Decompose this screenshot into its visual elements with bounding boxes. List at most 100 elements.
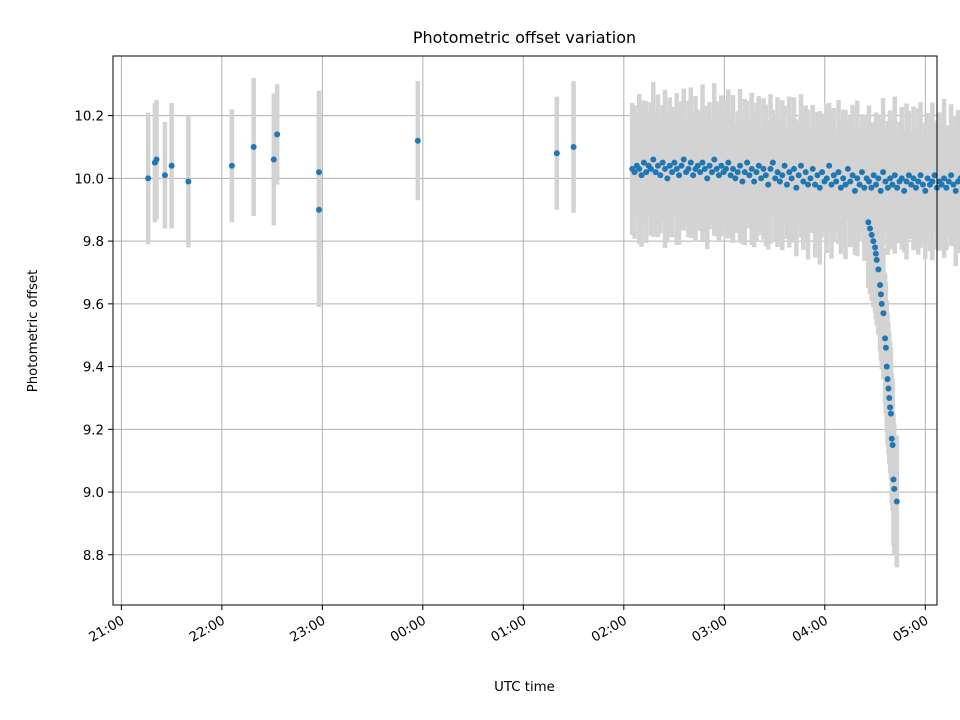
data-point: [781, 162, 788, 169]
data-point: [888, 435, 895, 442]
data-point: [755, 162, 762, 169]
data-point: [893, 498, 900, 505]
data-point: [739, 178, 746, 185]
data-point: [741, 169, 748, 176]
data-point: [887, 410, 894, 417]
data-point: [858, 169, 865, 176]
data-point: [704, 175, 711, 182]
data-point: [746, 172, 753, 179]
plot-area-frame: [112, 55, 938, 606]
data-point: [875, 266, 882, 273]
data-point: [880, 310, 887, 317]
data-point: [744, 159, 751, 166]
data-point: [760, 165, 767, 172]
data-point: [734, 169, 741, 176]
y-tick-label: 9.0: [83, 486, 104, 501]
data-point: [316, 169, 322, 176]
data-point: [889, 442, 896, 449]
data-point: [662, 165, 669, 172]
data-point: [809, 165, 816, 172]
data-point: [856, 181, 863, 188]
data-point: [711, 156, 718, 163]
data-point: [842, 181, 849, 188]
data-point: [870, 238, 877, 245]
data-point: [872, 244, 879, 251]
data-point: [631, 169, 638, 176]
data-point: [952, 187, 959, 194]
grid: [113, 56, 937, 605]
data-point: [837, 184, 844, 191]
data-point: [786, 169, 793, 176]
data-point: [673, 165, 680, 172]
data-point: [669, 169, 676, 176]
data-point: [753, 169, 760, 176]
data-point: [823, 175, 830, 182]
data-point: [664, 175, 671, 182]
data-point: [816, 184, 823, 191]
data-point: [643, 169, 650, 176]
data-point: [553, 150, 560, 157]
data-point: [722, 165, 729, 172]
data-point: [943, 184, 950, 191]
data-point: [883, 363, 890, 370]
data-point: [779, 172, 786, 179]
data-point: [228, 162, 235, 169]
data-point: [161, 172, 168, 179]
data-point: [732, 175, 739, 182]
data-point: [699, 159, 706, 166]
y-tick-label: 9.8: [83, 235, 104, 250]
data-point: [725, 159, 732, 166]
x-axis-title: UTC time: [494, 680, 555, 695]
data-point: [948, 172, 955, 179]
data-point: [185, 178, 192, 185]
data-point: [880, 169, 887, 176]
data-point: [680, 156, 687, 163]
data-point: [636, 165, 643, 172]
data-point: [870, 172, 877, 179]
y-tick-label: 10.0: [74, 172, 104, 187]
data-point: [676, 172, 683, 179]
data-point: [889, 181, 896, 188]
data-point: [866, 178, 873, 185]
data-point: [849, 172, 856, 179]
data-point: [145, 175, 152, 182]
data-point: [772, 175, 779, 182]
y-tick-label: 9.6: [83, 298, 104, 313]
data-point: [715, 172, 722, 179]
y-tick-label: 9.4: [83, 361, 104, 376]
data-point: [854, 175, 861, 182]
data-point: [882, 344, 889, 351]
data-point: [687, 159, 694, 166]
data-point: [657, 172, 664, 179]
data-point: [847, 178, 854, 185]
data-point: [783, 181, 790, 188]
data-point: [708, 169, 715, 176]
data-point: [826, 162, 833, 169]
data-point: [873, 256, 880, 263]
data-point: [748, 165, 755, 172]
data-point: [654, 162, 661, 169]
data-point: [924, 175, 931, 182]
data-point: [872, 250, 879, 257]
data-point: [153, 156, 160, 163]
data-point: [884, 376, 891, 383]
data-point: [873, 181, 880, 188]
data-point: [830, 172, 837, 179]
data-point: [638, 172, 645, 179]
data-point: [640, 159, 647, 166]
data-point: [929, 178, 936, 185]
data-point: [878, 300, 885, 307]
data-point: [765, 181, 772, 188]
data-point: [890, 476, 897, 483]
data-point: [800, 178, 807, 185]
data-point: [931, 172, 938, 179]
data-point: [819, 169, 826, 176]
y-tick-label: 9.2: [83, 423, 104, 438]
data-point: [650, 156, 657, 163]
data-point: [762, 172, 769, 179]
data-point: [861, 184, 868, 191]
data-point: [713, 165, 720, 172]
data-point: [758, 175, 765, 182]
